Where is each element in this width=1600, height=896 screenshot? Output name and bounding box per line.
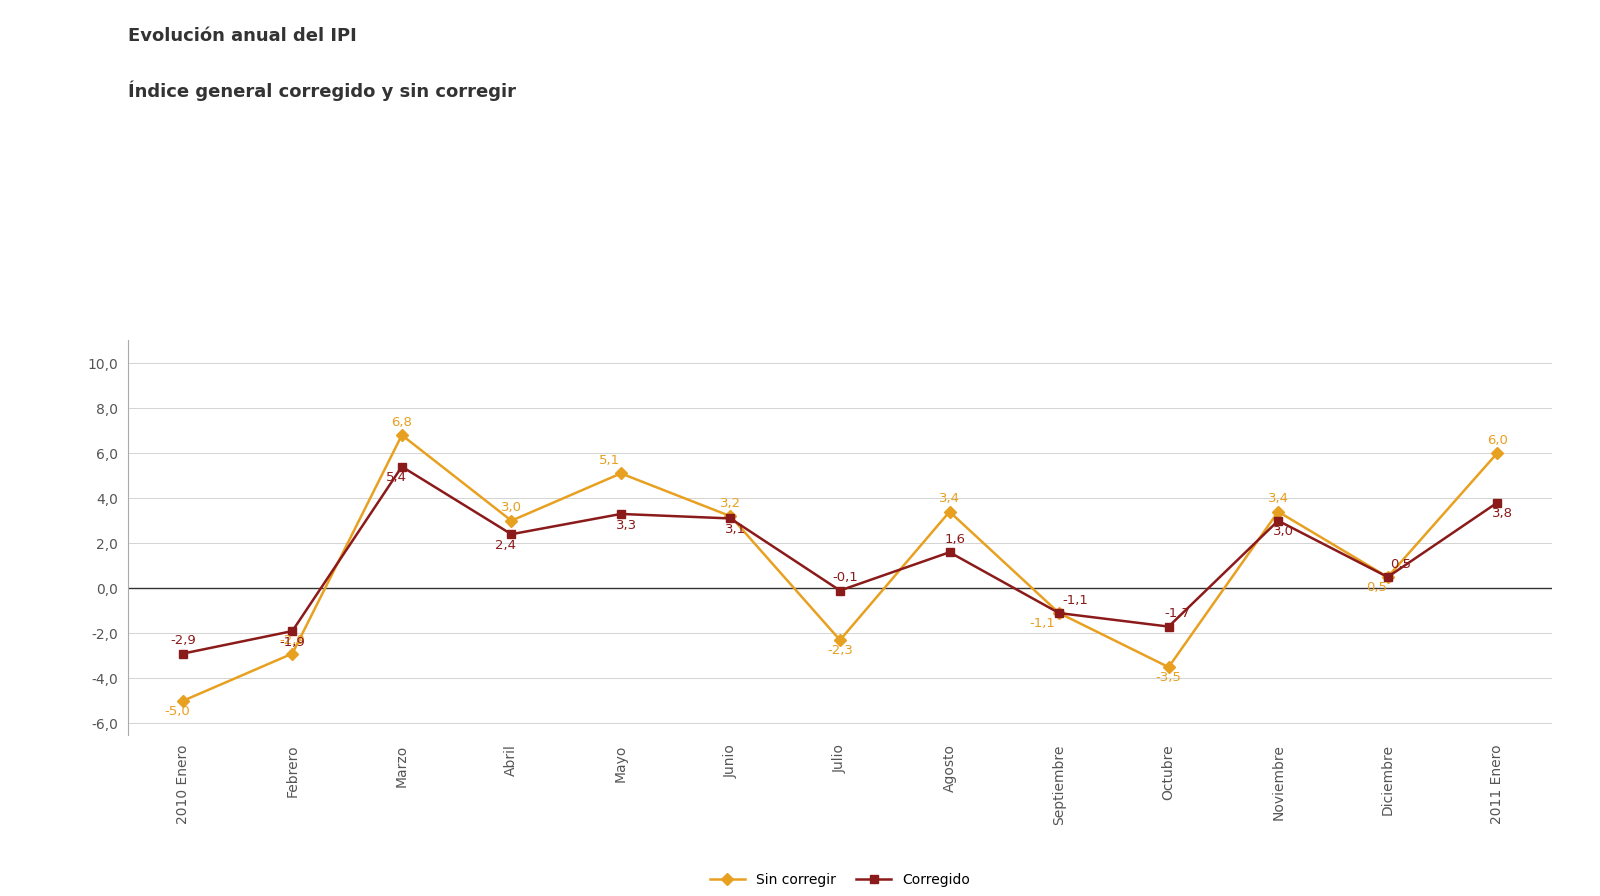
Sin corregir — [1269, 506, 1288, 517]
Corregido — [1050, 607, 1069, 618]
Text: -1,1: -1,1 — [1030, 617, 1056, 630]
Corregido — [1158, 621, 1178, 632]
Text: 3,0: 3,0 — [1274, 525, 1294, 538]
Sin corregir — [392, 430, 411, 441]
Corregido — [1488, 497, 1507, 508]
Corregido — [502, 529, 522, 539]
Text: 2,4: 2,4 — [496, 538, 517, 552]
Text: Evolución anual del IPI: Evolución anual del IPI — [128, 27, 357, 45]
Corregido — [173, 648, 192, 659]
Corregido — [1269, 515, 1288, 526]
Sin corregir — [611, 468, 630, 478]
Text: 3,0: 3,0 — [501, 502, 522, 514]
Text: 6,8: 6,8 — [392, 416, 413, 429]
Sin corregir — [939, 506, 958, 517]
Text: 5,4: 5,4 — [386, 471, 406, 484]
Text: -3,5: -3,5 — [1155, 671, 1181, 684]
Sin corregir — [1158, 662, 1178, 673]
Sin corregir — [1050, 607, 1069, 618]
Text: 3,1: 3,1 — [725, 523, 747, 536]
Text: 3,4: 3,4 — [1267, 493, 1288, 505]
Text: 3,8: 3,8 — [1493, 507, 1514, 521]
Corregido — [1378, 572, 1397, 582]
Text: 1,6: 1,6 — [944, 533, 965, 546]
Corregido — [830, 585, 850, 596]
Sin corregir — [830, 634, 850, 645]
Text: 3,2: 3,2 — [720, 497, 741, 510]
Corregido — [283, 625, 302, 636]
Sin corregir — [1378, 572, 1397, 582]
Text: Índice general corregido y sin corregir: Índice general corregido y sin corregir — [128, 81, 515, 101]
Sin corregir — [722, 511, 741, 521]
Corregido — [939, 547, 958, 557]
Text: -1,9: -1,9 — [280, 635, 306, 649]
Text: -1,1: -1,1 — [1062, 594, 1088, 607]
Text: -2,9: -2,9 — [280, 634, 306, 647]
Text: -2,9: -2,9 — [170, 634, 195, 647]
Text: 6,0: 6,0 — [1486, 434, 1507, 447]
Text: 0,5: 0,5 — [1390, 557, 1411, 571]
Text: -0,1: -0,1 — [832, 572, 858, 584]
Corregido — [611, 509, 630, 520]
Text: 3,4: 3,4 — [939, 493, 960, 505]
Line: Sin corregir: Sin corregir — [179, 431, 1501, 705]
Text: -5,0: -5,0 — [165, 705, 190, 718]
Sin corregir — [1488, 448, 1507, 459]
Text: -1,7: -1,7 — [1165, 607, 1190, 620]
Corregido — [722, 513, 741, 524]
Text: 3,3: 3,3 — [616, 519, 637, 531]
Sin corregir — [283, 648, 302, 659]
Text: 5,1: 5,1 — [600, 454, 621, 467]
Corregido — [392, 461, 411, 472]
Text: -2,3: -2,3 — [827, 644, 853, 657]
Legend: Sin corregir, Corregido: Sin corregir, Corregido — [704, 868, 976, 893]
Line: Corregido: Corregido — [179, 462, 1501, 658]
Text: 0,5: 0,5 — [1366, 581, 1387, 594]
Sin corregir — [502, 515, 522, 526]
Sin corregir — [173, 695, 192, 706]
